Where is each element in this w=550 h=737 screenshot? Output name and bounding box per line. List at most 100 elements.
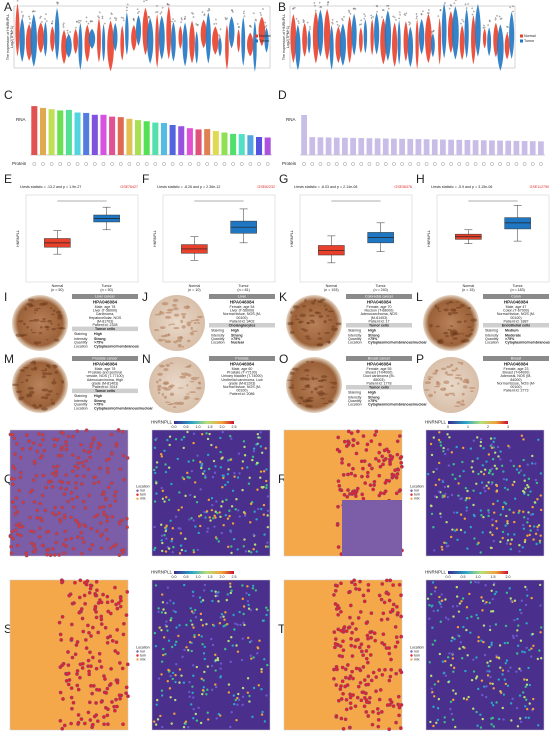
- spot: [125, 662, 130, 667]
- spot: [125, 525, 129, 530]
- bar: [212, 131, 219, 155]
- outlier: [512, 5, 514, 8]
- panel-letter: N: [142, 352, 151, 366]
- tissue-texture: [444, 393, 450, 397]
- spot: [389, 667, 394, 672]
- cell-type: Cholangiocytes: [229, 323, 256, 327]
- spot: [433, 683, 437, 686]
- spot: [522, 527, 526, 530]
- spot: [489, 531, 492, 534]
- spot: [430, 674, 433, 678]
- patient-info: Prostate and seminal: [88, 371, 122, 375]
- spot: [105, 537, 110, 542]
- spot: [156, 698, 159, 702]
- colorbar: [448, 421, 508, 424]
- spot: [260, 485, 263, 489]
- spot: [74, 643, 79, 647]
- spot: [432, 436, 435, 439]
- spot: [472, 658, 475, 661]
- spot: [227, 691, 231, 694]
- spot: [523, 650, 526, 654]
- outlier: [360, 23, 363, 26]
- spot: [379, 617, 384, 622]
- stat-text: t-tests statistic = -6.03 and p = 2.14e-…: [294, 185, 357, 189]
- spot: [60, 505, 65, 510]
- spot: [476, 542, 479, 546]
- outlier: [341, 18, 343, 20]
- panel-letter: S: [4, 622, 12, 636]
- spot: [534, 478, 537, 482]
- spot: [490, 482, 493, 486]
- protein-dot: [416, 162, 421, 166]
- tissue-texture: [22, 366, 29, 369]
- spot: [339, 629, 344, 633]
- spot: [99, 600, 104, 605]
- y-axis-label: HNRNPLL: [16, 230, 20, 247]
- bar: [415, 139, 422, 155]
- tissue-texture: [23, 322, 26, 326]
- spot: [437, 680, 440, 683]
- spot: [516, 644, 520, 647]
- spot: [224, 513, 227, 517]
- spot: [55, 464, 60, 469]
- spot: [365, 474, 370, 479]
- spot: [11, 536, 15, 541]
- spot: [343, 684, 347, 689]
- spot: [115, 606, 120, 611]
- spot: [222, 615, 225, 618]
- spot: [234, 698, 237, 702]
- spot: [432, 470, 435, 474]
- spot: [344, 629, 349, 634]
- outlier: [471, 7, 474, 10]
- tissue-texture: [34, 307, 41, 310]
- tissue-texture: [40, 396, 45, 399]
- spot: [523, 695, 526, 699]
- tissue-texture: [18, 396, 25, 400]
- field-name: Intensity: [74, 399, 88, 403]
- bar: [521, 141, 528, 155]
- spot: [252, 686, 256, 690]
- y-axis-label: HNRNPLL: [290, 230, 294, 247]
- tissue-name: Colorectal cancer: [365, 295, 394, 299]
- tissue-name: Liver: [238, 295, 247, 299]
- spot: [485, 600, 488, 604]
- spot: [205, 693, 208, 696]
- tissue-texture: [164, 334, 171, 337]
- spot: [343, 667, 348, 672]
- outlier: [133, 19, 135, 22]
- spot: [103, 625, 108, 630]
- spot: [241, 597, 245, 601]
- spot: [528, 533, 531, 537]
- spot: [366, 582, 371, 587]
- field-name: Staining: [348, 390, 361, 394]
- outlier: [156, 11, 159, 13]
- bar: [91, 114, 98, 155]
- outlier: [208, 9, 211, 11]
- spot: [48, 553, 53, 558]
- spot: [482, 515, 485, 519]
- spot: [105, 713, 110, 718]
- spot: [97, 441, 101, 446]
- spot: [439, 602, 442, 606]
- spot: [266, 509, 270, 513]
- spot: [220, 456, 224, 460]
- spot: [79, 717, 84, 721]
- spot: [485, 685, 488, 688]
- spot: [213, 514, 216, 518]
- spot: [501, 505, 505, 509]
- outlier: [399, 13, 401, 16]
- protein-dot: [214, 162, 218, 166]
- spot: [104, 528, 109, 532]
- spot: [198, 596, 202, 599]
- tissue-name: Breast cancer: [368, 357, 391, 361]
- legend-dot: [136, 493, 139, 496]
- spot: [38, 443, 43, 447]
- spot: [503, 486, 507, 490]
- spot: [532, 697, 535, 701]
- tissue-texture: [189, 391, 197, 394]
- spot: [219, 466, 223, 469]
- spot: [122, 621, 126, 626]
- spot: [351, 466, 355, 471]
- bar: [143, 121, 150, 155]
- spot: [504, 662, 507, 665]
